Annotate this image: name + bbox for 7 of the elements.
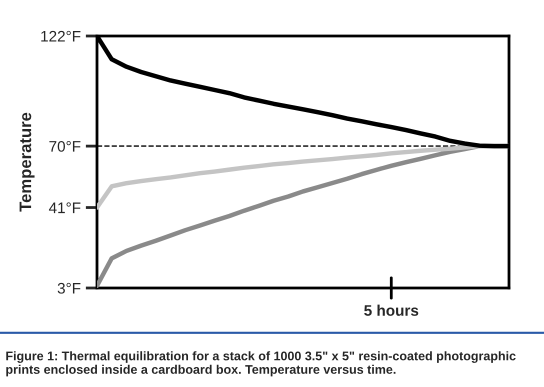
y-tick-label: 70°F <box>49 140 80 152</box>
y-tick-label: 41°F <box>48 202 80 214</box>
y-tick-label: 122°F <box>41 30 80 42</box>
y-tick-label: 3°F <box>58 282 80 294</box>
caption: Figure 1: Thermal equilibration for a stack of 1000 3.5" x 5" resin-coated photographic prints enclosed inside a cardboard box. Temperature versus time. <box>6 351 516 376</box>
x-tick-label: 5 hours <box>364 304 418 316</box>
y-axis-title: Temperature <box>20 112 35 212</box>
